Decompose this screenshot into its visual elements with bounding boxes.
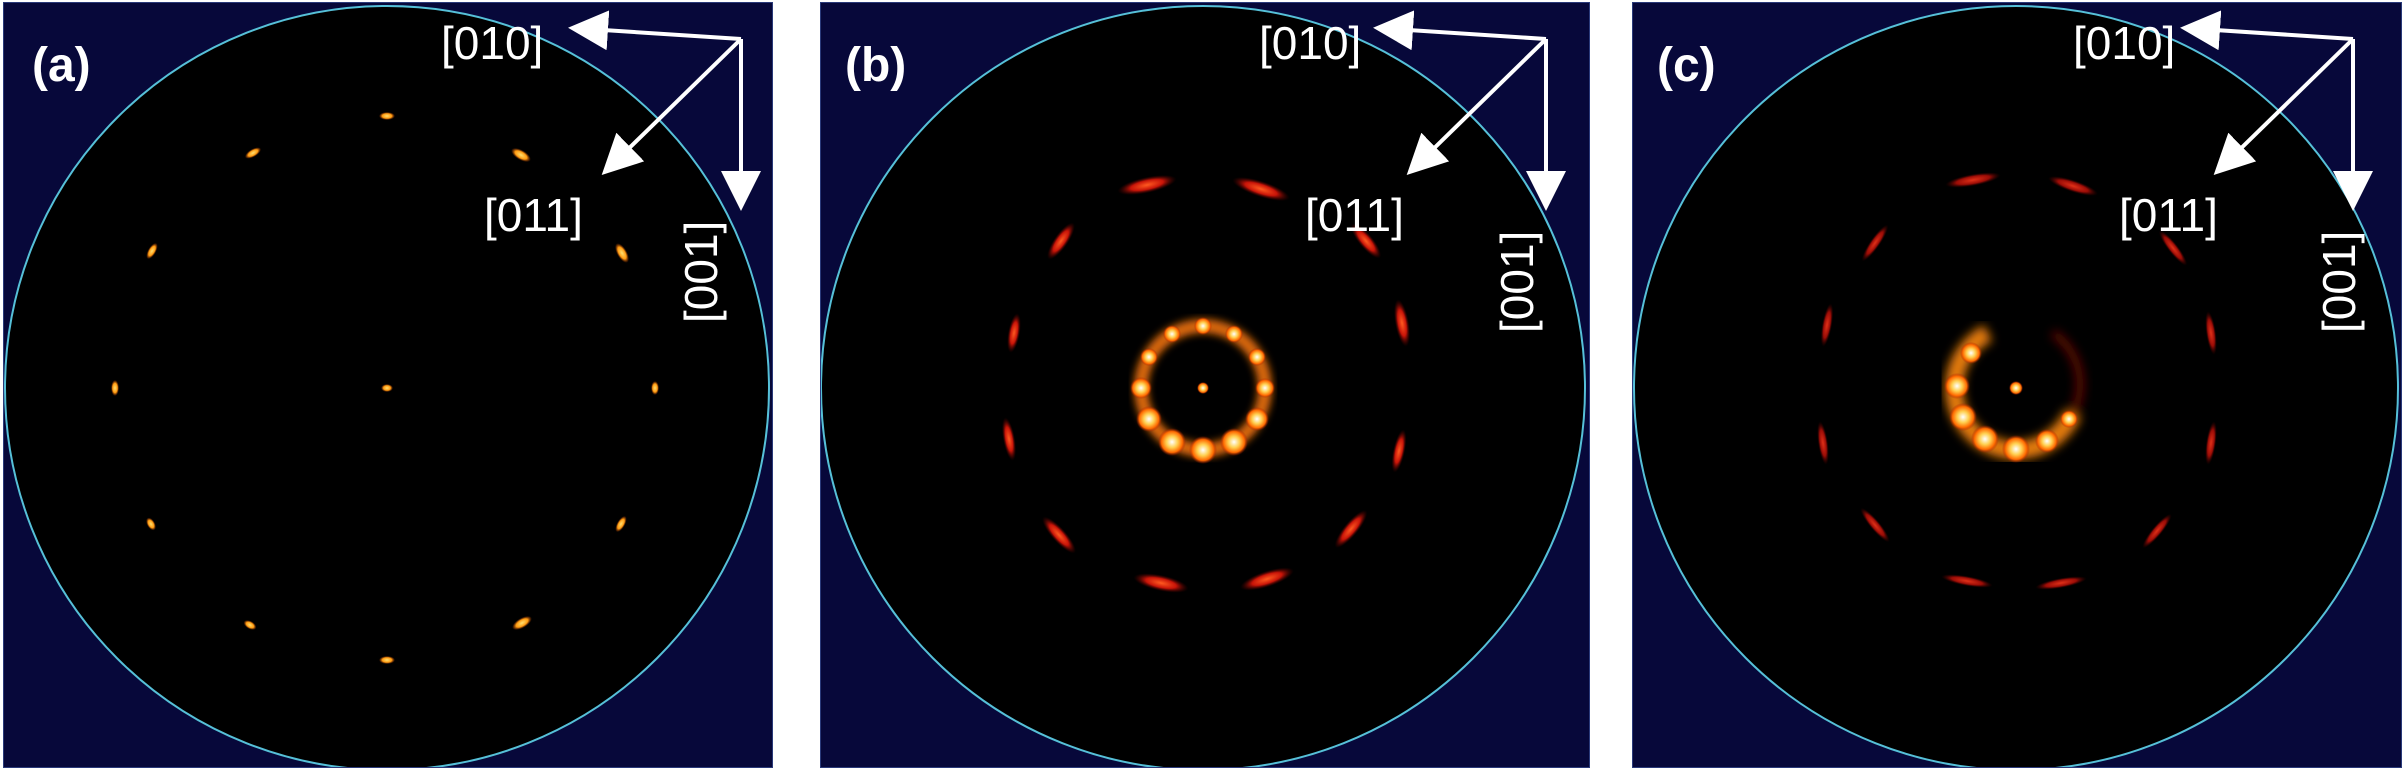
axis-arrows: [568, 10, 761, 211]
arc: [2205, 311, 2217, 355]
spot: [1163, 325, 1181, 343]
arc: [1941, 574, 1993, 588]
spots-a: [111, 112, 659, 664]
diffraction-pattern-b: (b) [010] [011] [001]: [821, 5, 1586, 767]
arc: [1133, 573, 1189, 593]
spot: [615, 243, 629, 263]
panel-label: (b): [845, 39, 906, 92]
spot: [243, 620, 257, 630]
panel-a: (a) [010] [011] [001]: [3, 2, 773, 768]
arrow-011: [1406, 37, 1548, 175]
arc: [1117, 174, 1177, 196]
arrow-011: [2213, 37, 2355, 175]
spot: [1158, 428, 1186, 456]
arc: [2142, 513, 2172, 549]
spot: [1949, 403, 1977, 431]
spot: [1255, 378, 1275, 398]
arc: [1817, 421, 1829, 465]
arc: [1007, 313, 1021, 353]
axis-label-011: [011]: [484, 189, 583, 241]
panel-label: (a): [32, 39, 91, 92]
arc: [1232, 177, 1290, 201]
spot: [146, 242, 158, 260]
inner-ring-spots-c: [1944, 342, 2078, 463]
spot: [511, 148, 531, 162]
arc: [1042, 516, 1076, 554]
spot: [1245, 407, 1269, 431]
spot: [111, 380, 119, 396]
inner-ring-spots-b: [1130, 317, 1275, 464]
arc: [2158, 230, 2188, 266]
arc: [1393, 299, 1411, 347]
arc: [2205, 421, 2217, 465]
panel-label: (c): [1657, 39, 1716, 92]
spot: [1248, 348, 1266, 366]
arrow-010: [2180, 10, 2354, 51]
arrow-010: [1373, 10, 1547, 51]
central-spot: [381, 384, 393, 392]
arc: [1047, 222, 1075, 260]
spot: [1140, 348, 1158, 366]
spot: [2002, 435, 2030, 463]
arc: [1945, 172, 2001, 188]
arc: [2035, 576, 2087, 590]
axis-label-001: [001]: [1491, 231, 1543, 333]
panel-b: (b) [010] [011] [001]: [820, 2, 1590, 768]
arc: [1391, 429, 1407, 473]
arc: [1820, 303, 1834, 347]
spot: [1960, 342, 1982, 364]
arc: [1001, 417, 1017, 461]
axis-label-010: [010]: [441, 17, 543, 69]
arc: [1860, 507, 1890, 543]
axis-arrows: [2180, 10, 2373, 211]
arrow-011: [601, 37, 743, 175]
spot: [1189, 436, 1217, 464]
spot: [244, 147, 262, 159]
spot: [146, 517, 156, 531]
axis-label-010: [010]: [2073, 17, 2175, 69]
outer-ring-arcs-b: [1001, 174, 1411, 593]
diffraction-pattern-c: (c) [010] [011] [001]: [1633, 5, 2399, 767]
arc: [2048, 176, 2098, 196]
axis-label-011: [011]: [2119, 189, 2218, 241]
arc: [1350, 223, 1382, 259]
axis-arrows: [1373, 10, 1566, 211]
spot: [615, 515, 627, 533]
spot: [1130, 377, 1152, 399]
spot: [1136, 406, 1162, 432]
arc: [1861, 224, 1889, 262]
arrow-010: [568, 10, 742, 51]
spot: [1225, 325, 1243, 343]
spot: [379, 112, 395, 120]
central-spot: [1197, 382, 1209, 394]
axis-label-011: [011]: [1305, 189, 1404, 241]
spot: [1944, 373, 1970, 399]
spot: [2035, 429, 2059, 453]
axis-label-001: [001]: [675, 221, 727, 323]
arc: [1240, 567, 1294, 591]
spot: [379, 656, 395, 664]
spot: [2060, 410, 2078, 428]
axis-label-010: [010]: [1259, 17, 1361, 69]
spot: [512, 616, 532, 630]
arc: [1334, 510, 1368, 548]
outer-ring-arcs-c: [1817, 172, 2217, 590]
central-spot: [2009, 381, 2023, 395]
spot: [1194, 317, 1212, 335]
spot: [651, 381, 659, 395]
axis-label-001: [001]: [2313, 231, 2365, 333]
diffraction-pattern-a: (a) [010] [011] [001]: [4, 5, 770, 767]
spot: [1220, 428, 1248, 456]
spot: [1971, 425, 1999, 453]
panel-c: (c) [010] [011] [001]: [1632, 2, 2402, 768]
